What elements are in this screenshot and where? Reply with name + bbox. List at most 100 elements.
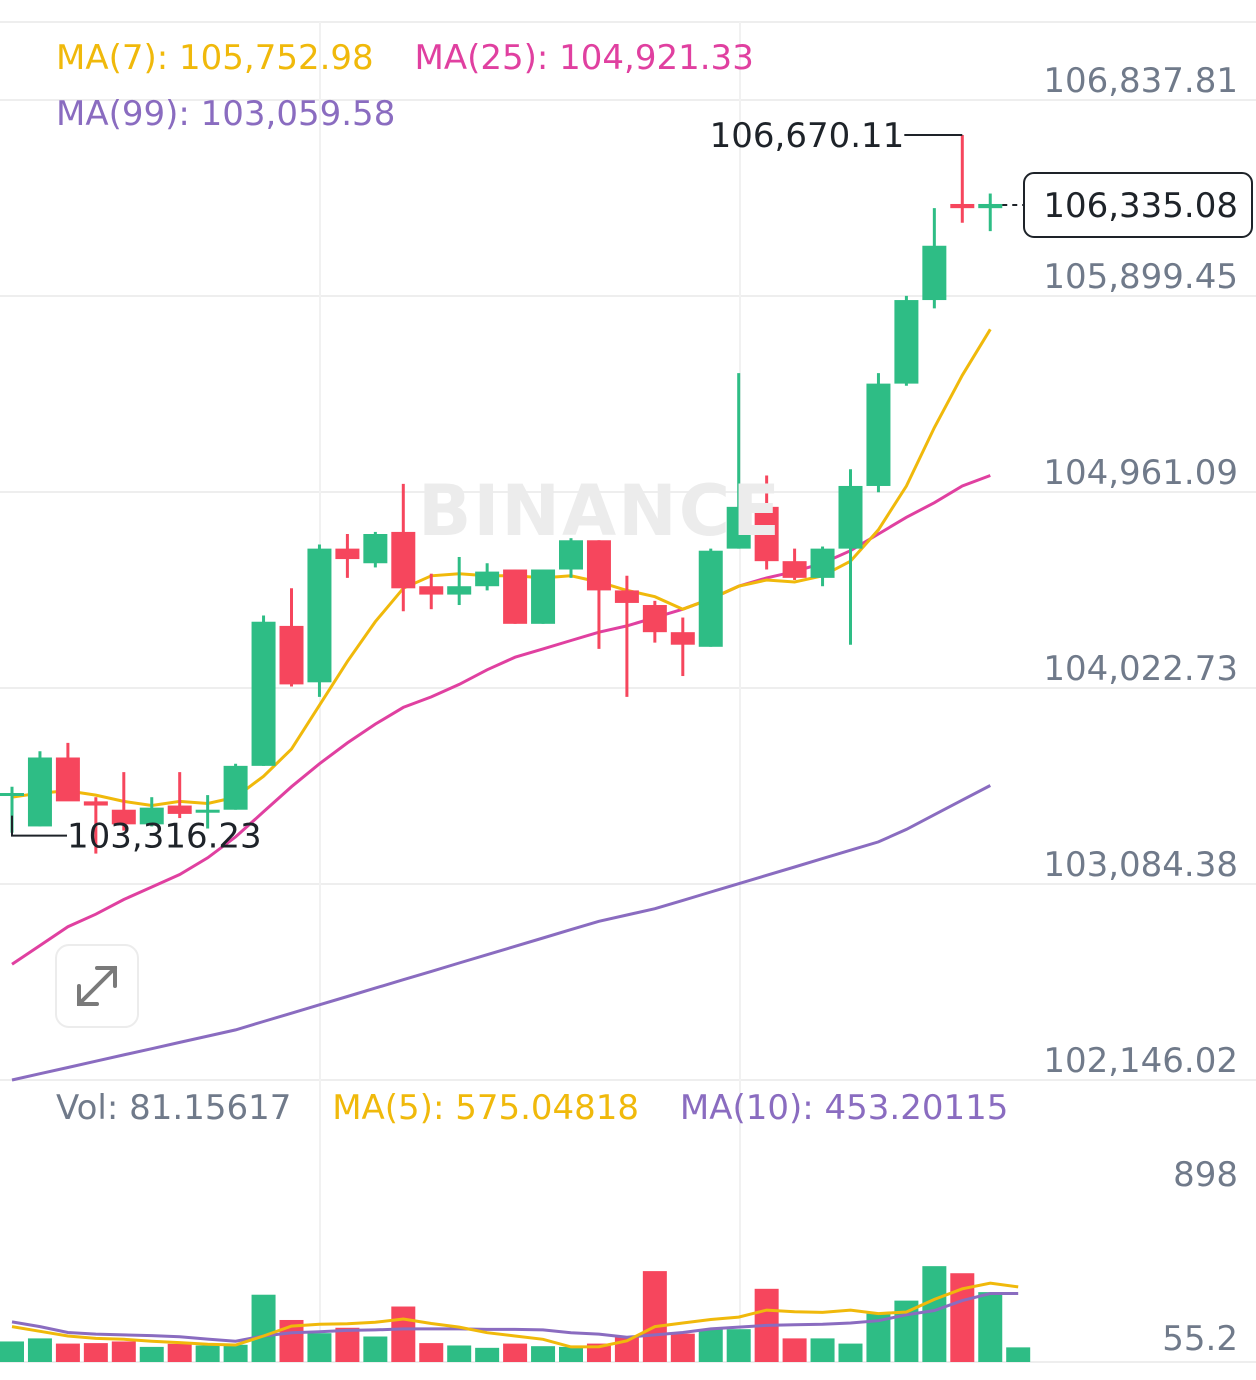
candles xyxy=(0,135,1003,854)
candle-body xyxy=(167,805,192,814)
volume-ma-lines xyxy=(11,1281,1019,1349)
price-tick-label: 103,084.38 xyxy=(1043,845,1238,885)
volume-bar xyxy=(419,1343,444,1362)
volume-bar xyxy=(391,1306,416,1362)
volume-bar xyxy=(251,1294,276,1362)
candle-body xyxy=(391,531,416,589)
volume-ma5-line xyxy=(11,1281,1019,1349)
volume-bar xyxy=(782,1338,807,1362)
candle-body xyxy=(726,506,751,549)
price-tick-label: 106,837.81 xyxy=(1043,61,1238,101)
candle-body xyxy=(503,569,528,624)
candle-body xyxy=(335,548,360,560)
price-tick-label: 105,899.45 xyxy=(1043,257,1238,297)
candle-body xyxy=(698,550,723,647)
volume-bar xyxy=(838,1343,863,1362)
ma99-line xyxy=(11,784,991,1082)
candle-body xyxy=(642,605,667,633)
price-legend-row-2: MA(99): 103,059.58 xyxy=(56,94,425,134)
price-axis: 106,837.81 105,899.45 104,961.09 104,022.73… xyxy=(1043,61,1238,1081)
volume-bar xyxy=(922,1266,947,1362)
moving-average-lines xyxy=(11,328,992,1082)
high-price-marker: 106,670.11 xyxy=(710,116,905,156)
candle-body xyxy=(922,245,947,301)
volume-bar xyxy=(139,1346,164,1362)
volume-bar xyxy=(503,1343,528,1362)
volume-bar xyxy=(447,1345,472,1362)
price-legend-row-1: MA(7): 105,752.98 MA(25): 104,921.33 xyxy=(56,38,784,78)
candle-body xyxy=(223,765,248,810)
volume-bar xyxy=(195,1345,220,1362)
candle-body xyxy=(559,540,583,570)
candle-body xyxy=(111,809,136,825)
volume-bar xyxy=(335,1327,360,1362)
candle-body xyxy=(894,300,919,384)
candle-body xyxy=(279,625,304,685)
candle-body xyxy=(0,793,24,797)
volume-ma10-legend: MA(10): 453.20115 xyxy=(679,1088,1009,1128)
volume-bar xyxy=(559,1346,583,1362)
watermark: BINANCE xyxy=(418,470,782,552)
ma7-line xyxy=(11,328,992,808)
volume-bar xyxy=(475,1347,500,1362)
ma99-legend: MA(99): 103,059.58 xyxy=(56,94,396,134)
candle-body xyxy=(754,506,779,562)
candle-body xyxy=(614,590,639,603)
volume-bar xyxy=(27,1338,52,1362)
volume-bar xyxy=(698,1329,723,1362)
candle-body xyxy=(139,807,164,825)
low-price-marker: 103,316.23 xyxy=(67,817,262,857)
volume-bar xyxy=(726,1329,751,1362)
candle-body xyxy=(866,383,891,486)
volume-bar xyxy=(642,1271,667,1362)
current-price-label: 106,335.08 xyxy=(1043,186,1238,226)
candle-body xyxy=(447,586,472,595)
volume-bar xyxy=(307,1333,332,1362)
volume-bar xyxy=(363,1336,388,1362)
price-tick-label: 104,961.09 xyxy=(1043,453,1238,493)
volume-bar xyxy=(55,1343,80,1362)
volume-bar xyxy=(978,1292,1003,1362)
candle-body xyxy=(838,485,863,549)
volume-bar xyxy=(1006,1347,1031,1362)
volume-tick-label: 898 xyxy=(1173,1155,1238,1195)
ma25-legend: MA(25): 104,921.33 xyxy=(414,38,754,78)
price-tick-label: 102,146.02 xyxy=(1043,1041,1238,1081)
candle-body xyxy=(27,757,52,827)
candle-body xyxy=(419,586,444,595)
candle-body xyxy=(978,203,1003,209)
price-markers: 106,670.11 103,316.23 106,335.08 xyxy=(11,116,1253,857)
current-price-box xyxy=(1023,172,1253,239)
candle-body xyxy=(83,801,108,806)
candle-body xyxy=(363,534,388,564)
volume-bar xyxy=(111,1341,136,1362)
candle-body xyxy=(586,540,611,591)
candle-body xyxy=(782,561,807,578)
volume-bar xyxy=(83,1343,108,1362)
volume-bar xyxy=(0,1341,24,1362)
volume-bar xyxy=(223,1344,248,1362)
candle-body xyxy=(670,632,695,645)
volume-bar xyxy=(810,1338,835,1362)
volume-bar xyxy=(167,1343,192,1362)
volume-ma5-legend: MA(5): 575.04818 xyxy=(332,1088,640,1128)
volume-axis: 898 55.2 xyxy=(1162,1155,1238,1359)
candle-body xyxy=(195,809,220,813)
candle-body xyxy=(307,548,332,683)
candle-body xyxy=(251,621,276,766)
volume-ma10-line xyxy=(11,1292,1019,1343)
candle-body xyxy=(531,569,556,624)
volume-bar xyxy=(670,1333,695,1362)
candle-body xyxy=(950,203,975,209)
volume-legend: Vol: 81.15617 MA(5): 575.04818 MA(10): 4… xyxy=(56,1088,1038,1128)
expand-arrows-icon xyxy=(77,966,117,1006)
low-marker-line xyxy=(11,815,67,837)
expand-button[interactable] xyxy=(55,944,139,1028)
candle-body xyxy=(810,548,835,578)
price-tick-label: 104,022.73 xyxy=(1043,649,1238,689)
volume-bar xyxy=(531,1346,556,1362)
candle-body xyxy=(55,757,80,802)
ma7-legend: MA(7): 105,752.98 xyxy=(56,38,374,78)
candle-body xyxy=(475,571,500,587)
